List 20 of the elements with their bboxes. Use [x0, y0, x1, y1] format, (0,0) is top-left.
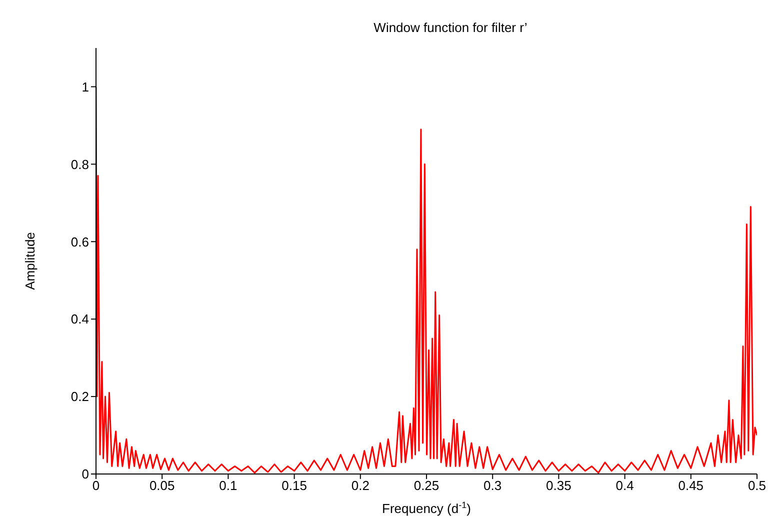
x-tick-label: 0.35	[546, 478, 572, 494]
y-tick-label: 0.8	[70, 156, 89, 172]
y-axis-title: Amplitude	[22, 232, 38, 290]
x-tick-label: 0.05	[149, 478, 175, 494]
chart-title: Window function for filter r’	[372, 20, 528, 35]
y-tick-label: 1	[82, 79, 89, 94]
x-tick-label: 0	[92, 478, 100, 494]
x-tick-label: 0.25	[414, 478, 440, 494]
y-tick-label: 0.2	[70, 389, 89, 404]
x-tick-label: 0.2	[351, 478, 370, 494]
x-tick-label: 0.3	[484, 478, 502, 494]
x-tick-label: 0.1	[219, 478, 238, 494]
x-tick-label: 0.5	[748, 478, 766, 494]
x-tick-label: 0.15	[282, 478, 307, 494]
x-tick-label: 0.45	[678, 478, 704, 494]
y-tick-label: 0	[82, 466, 89, 482]
y-tick-label: 0.4	[70, 312, 89, 327]
y-tick-label: 0.6	[70, 234, 89, 250]
x-tick-label: 0.4	[616, 478, 634, 494]
x-axis-title: Frequency (d$^{-1}$)	[382, 500, 471, 516]
